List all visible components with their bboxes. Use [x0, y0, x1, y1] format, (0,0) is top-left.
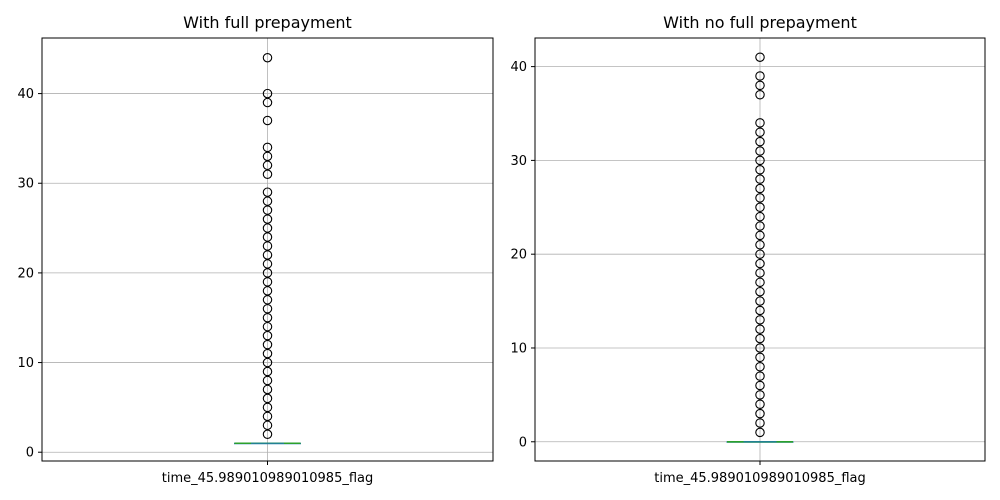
panel-full-prepayment: 0 10 20 30 40 time_45.989010989010985_flag Wit… [17, 13, 494, 486]
outlier-point [755, 202, 765, 213]
outlier-point [755, 315, 765, 325]
outlier-point [262, 393, 273, 404]
outlier-point [262, 339, 273, 350]
x-tick-label: time_45.989010989010985_flag [654, 471, 866, 486]
outlier-point [755, 183, 765, 194]
y-tick-label: 30 [510, 154, 527, 169]
outlier-point [262, 402, 273, 413]
outlier-point [755, 193, 765, 203]
outlier-point [755, 165, 765, 175]
outlier-point [755, 268, 765, 278]
outlier-point [262, 187, 273, 197]
outlier-point [262, 286, 273, 296]
outlier-point [262, 214, 273, 224]
outlier-point [262, 196, 273, 206]
outlier-point [262, 232, 273, 242]
outlier-point [755, 333, 765, 344]
outlier-point [755, 174, 765, 184]
outlier-point [755, 399, 765, 410]
outlier-point [755, 249, 765, 259]
outlier-point [755, 380, 765, 391]
outlier-point [262, 375, 273, 386]
outlier-point [262, 88, 273, 99]
outlier-point [755, 52, 765, 62]
outlier-point [262, 411, 273, 422]
outlier-point [262, 52, 273, 63]
x-tick-label: time_45.989010989010985_flag [162, 471, 374, 486]
outlier-point [755, 305, 765, 316]
outlier-point [262, 142, 273, 153]
y-tick-label: 10 [510, 341, 527, 356]
outlier-point [755, 352, 765, 363]
y-tick-label: 20 [17, 266, 34, 281]
y-tick-label: 40 [510, 60, 527, 75]
y-tick-label: 30 [17, 177, 34, 192]
outlier-point [262, 151, 273, 162]
outlier-point [755, 80, 765, 91]
outlier-point [755, 296, 765, 306]
outlier-point [262, 366, 273, 377]
outlier-point [262, 115, 273, 126]
y-tick-label: 40 [17, 87, 34, 102]
outlier-point [755, 286, 765, 297]
outlier-point [755, 221, 765, 231]
outlier-point [262, 268, 273, 278]
outlier-point [262, 420, 273, 431]
outlier-point [262, 169, 273, 180]
outlier-point [755, 277, 765, 288]
outlier-point [755, 361, 765, 372]
outlier-point [755, 71, 765, 81]
outlier-point [755, 127, 765, 138]
outlier-point [755, 390, 765, 400]
y-tick-label: 10 [17, 356, 34, 371]
panel-title: With full prepayment [183, 13, 352, 32]
outlier-point [755, 118, 765, 128]
outlier-point [262, 277, 273, 287]
outlier-point [755, 89, 765, 100]
outlier-point [262, 223, 273, 233]
outlier-point [262, 295, 273, 305]
outlier-point [755, 408, 765, 419]
outlier-point [262, 348, 273, 359]
outlier-point [262, 259, 273, 269]
outlier-point [262, 321, 273, 332]
outlier-point [262, 97, 273, 108]
outlier-point [755, 258, 765, 269]
outlier-point [755, 146, 765, 156]
outlier-point [262, 312, 273, 323]
outlier-point [755, 418, 765, 428]
outlier-point [262, 205, 273, 215]
outlier-point [755, 230, 765, 241]
outlier-point [262, 241, 273, 251]
outlier-point [262, 384, 273, 395]
outlier-point [755, 155, 765, 166]
outlier-point [755, 324, 765, 334]
outlier-point [755, 343, 765, 353]
outlier-point [262, 429, 273, 440]
outlier-point [755, 240, 765, 250]
outlier-point [755, 371, 765, 381]
y-tick-label: 0 [519, 435, 527, 450]
outlier-point [262, 330, 273, 341]
outlier-point [262, 357, 273, 368]
y-tick-label: 0 [26, 446, 34, 461]
outlier-point [262, 250, 273, 260]
panel-no-full-prepayment: 0 10 20 30 40 time_45.989010989010985_flag Wit… [510, 13, 986, 486]
outlier-point [262, 160, 273, 171]
outlier-point [755, 427, 765, 438]
outlier-point [262, 304, 273, 314]
outlier-point [755, 136, 765, 147]
y-tick-label: 20 [510, 248, 527, 263]
panel-title: With no full prepayment [663, 13, 857, 32]
outlier-point [755, 211, 765, 222]
